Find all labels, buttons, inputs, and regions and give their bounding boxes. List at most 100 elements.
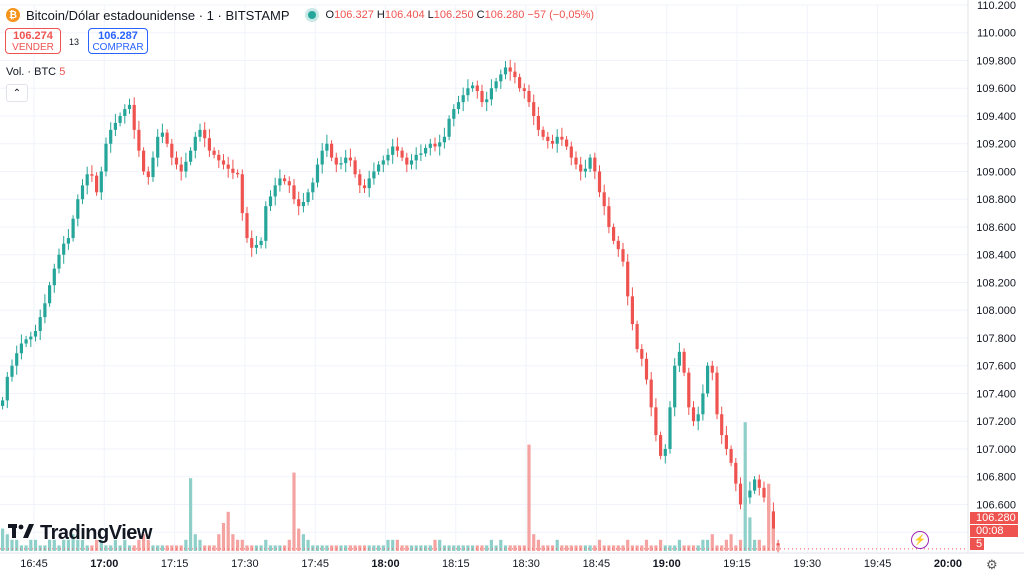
volume-bar: [583, 545, 587, 551]
candle-body: [33, 331, 38, 337]
candle-body: [127, 104, 132, 110]
volume-bar: [574, 545, 578, 551]
settings-icon[interactable]: ⚙: [986, 557, 998, 572]
candle-body: [104, 143, 108, 172]
candle-body: [438, 142, 442, 147]
candle-body: [377, 164, 381, 172]
candle-body: [503, 67, 508, 75]
volume-bar: [353, 545, 357, 551]
candle-body: [325, 143, 329, 151]
candle-body: [560, 136, 564, 140]
volume-bar: [503, 545, 508, 551]
candle-body: [532, 102, 536, 116]
volume-bar: [729, 534, 733, 551]
volume-bar: [550, 545, 555, 551]
bitcoin-icon: ₿: [6, 8, 20, 22]
volume-bar: [297, 528, 301, 551]
volume-bar: [226, 511, 230, 551]
candle-body: [668, 407, 672, 449]
candle-body: [400, 150, 404, 158]
volume-bar: [189, 478, 193, 551]
candle-body: [386, 154, 390, 161]
volume-bar: [630, 545, 634, 551]
price-tag-countdown: 00:08: [970, 525, 1018, 537]
candle-body: [583, 168, 587, 172]
candle-body: [306, 192, 310, 203]
candle-body: [76, 199, 80, 219]
volume-bar: [292, 472, 296, 551]
candle-body: [132, 104, 136, 130]
candle-body: [518, 77, 522, 89]
candle-body: [456, 102, 461, 110]
volume-bar: [217, 534, 221, 551]
ohlc-close: 106.280: [484, 9, 525, 21]
volume-bar: [311, 545, 315, 551]
candle-body: [494, 81, 498, 89]
candle-body: [52, 268, 56, 286]
volume-bar: [560, 545, 564, 551]
volume-bar: [626, 539, 630, 551]
flash-icon[interactable]: ⚡: [911, 531, 929, 549]
volume-bar: [76, 539, 80, 551]
volume-bar: [649, 545, 653, 551]
candle-body: [146, 171, 150, 178]
candle-body: [118, 115, 122, 123]
volume-bar: [99, 539, 103, 551]
candle-body: [292, 185, 296, 200]
volume-bar: [259, 545, 263, 551]
x-tick-label: 18:30: [512, 558, 540, 570]
candle-body: [630, 296, 634, 325]
volume-bar: [198, 539, 202, 551]
candle-body: [184, 161, 188, 172]
ohlc-high: 106.404: [384, 9, 425, 21]
candle-body: [339, 163, 343, 165]
candle-body: [682, 351, 686, 373]
volume-bar: [546, 545, 550, 551]
volume-bar: [508, 545, 512, 551]
volume-legend-label: Vol. · BTC: [6, 66, 57, 78]
candle-body: [710, 365, 714, 373]
y-tick-label: 108.400: [976, 250, 1016, 262]
volume-bar: [367, 545, 371, 551]
y-tick-label: 108.000: [976, 305, 1016, 317]
candle-body: [99, 171, 103, 193]
volume-bar: [207, 545, 211, 551]
candle-body: [738, 483, 743, 505]
volume-bar: [480, 545, 484, 551]
candle-body: [268, 196, 273, 207]
x-tick-label: 16:45: [20, 558, 48, 570]
volume-bar: [320, 545, 324, 551]
volume-bar: [757, 539, 761, 551]
volume-bar: [15, 539, 19, 551]
sell-label: VENDER: [12, 42, 54, 53]
volume-bar: [80, 539, 85, 551]
volume-bar: [278, 545, 282, 551]
tradingview-logo[interactable]: TradingView: [8, 522, 152, 545]
y-tick-label: 109.200: [976, 139, 1016, 151]
candle-body: [654, 407, 658, 436]
candle-body: [203, 129, 207, 139]
y-tick-label: 109.000: [976, 166, 1016, 178]
candle-body: [240, 174, 244, 214]
volume-bar: [184, 539, 188, 551]
candle-body: [217, 154, 221, 161]
volume-bar: [597, 539, 602, 551]
ohlc-high-label: H: [376, 9, 385, 21]
volume-legend[interactable]: Vol. · BTC 5: [6, 66, 65, 78]
candle-body: [160, 132, 164, 137]
candle-body: [499, 74, 503, 82]
volume-bar: [663, 545, 667, 551]
candle-body: [734, 462, 738, 484]
buy-price: 106.287: [98, 30, 138, 42]
buy-button[interactable]: 106.287 COMPRAR: [88, 28, 148, 54]
candle-body: [358, 174, 362, 186]
sell-button[interactable]: 106.274 VENDER: [5, 28, 61, 54]
symbol-title[interactable]: Bitcoin/Dólar estadounidense · 1 · BITST…: [26, 7, 290, 23]
collapse-chevron-icon[interactable]: ⌃: [6, 84, 28, 102]
candle-body: [348, 157, 352, 161]
candle-body: [536, 115, 540, 130]
candle-body: [569, 146, 573, 158]
symbol-header: ₿ Bitcoin/Dólar estadounidense · 1 · BIT…: [6, 6, 594, 24]
volume-bar: [743, 422, 747, 551]
